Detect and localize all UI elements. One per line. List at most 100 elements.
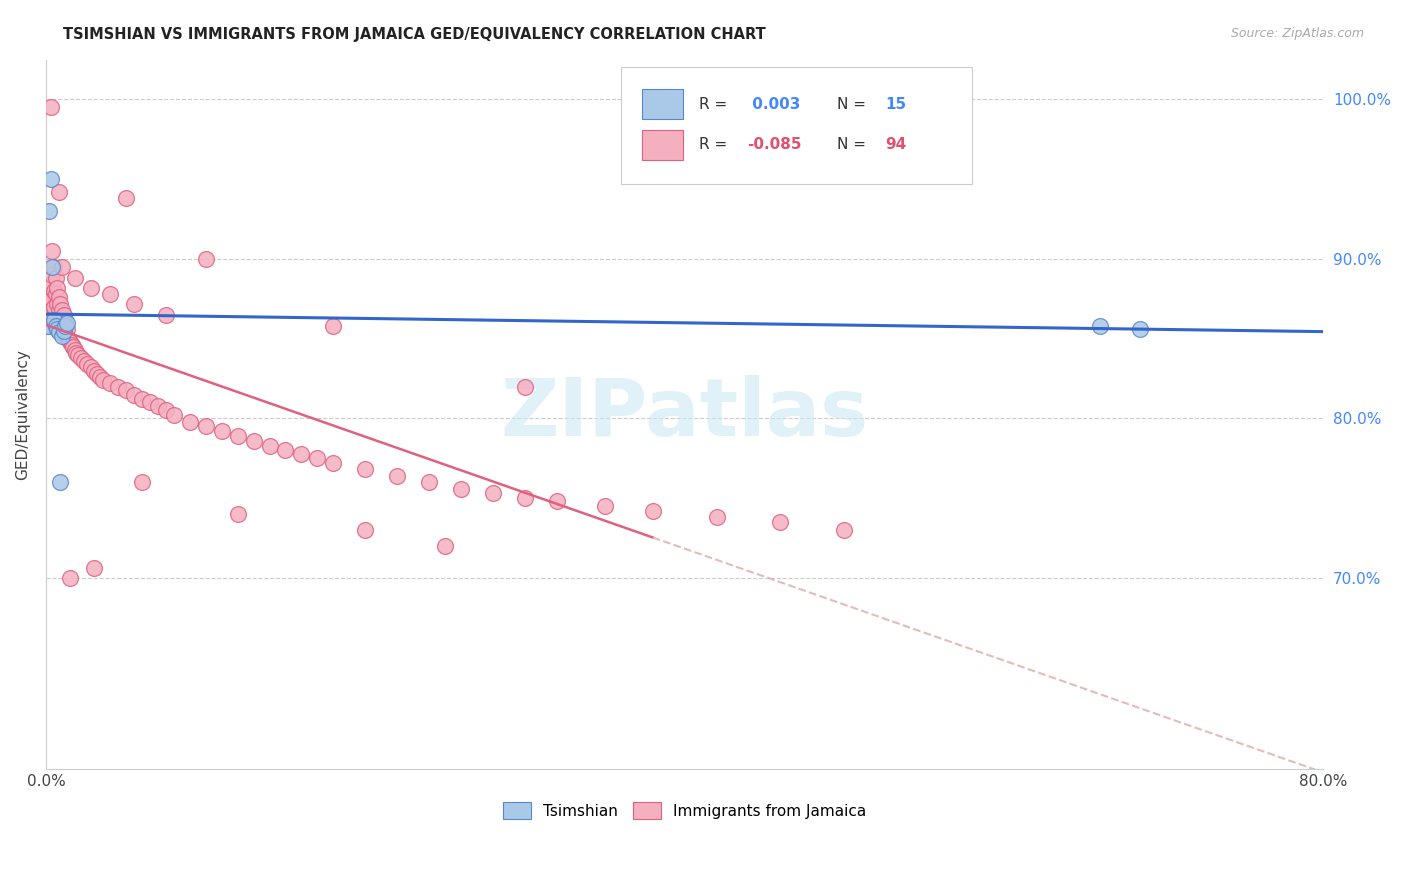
Point <box>39 296 62 310</box>
Point <box>42 260 65 274</box>
Text: 0.003: 0.003 <box>747 97 800 112</box>
Point <box>38 292 60 306</box>
Point <box>41 260 63 274</box>
Point <box>52 324 75 338</box>
Point <box>131 475 153 490</box>
Point <box>45 318 67 333</box>
Point <box>37 287 59 301</box>
Legend: Tsimshian, Immigrants from Jamaica: Tsimshian, Immigrants from Jamaica <box>498 796 872 825</box>
Point <box>46 280 69 294</box>
Point <box>42 300 65 314</box>
Point <box>226 507 249 521</box>
Point <box>387 468 409 483</box>
Point <box>139 395 162 409</box>
Text: -0.085: -0.085 <box>747 137 801 153</box>
Point <box>38 303 60 318</box>
Point <box>41 312 63 326</box>
Point <box>39 277 62 292</box>
Point <box>482 486 505 500</box>
Point <box>146 399 169 413</box>
Point <box>307 451 329 466</box>
Point <box>37 318 59 333</box>
Point <box>259 438 281 452</box>
FancyBboxPatch shape <box>621 67 972 184</box>
Point <box>322 318 344 333</box>
Point <box>1129 322 1152 336</box>
Point <box>79 280 101 294</box>
Bar <box>643 89 683 120</box>
Text: R =: R = <box>699 137 731 153</box>
Point <box>290 446 312 460</box>
Point <box>641 504 664 518</box>
Point <box>155 403 177 417</box>
Text: ZIPatlas: ZIPatlas <box>501 376 869 453</box>
Text: Source: ZipAtlas.com: Source: ZipAtlas.com <box>1230 27 1364 40</box>
Point <box>122 296 145 310</box>
Point <box>163 409 186 423</box>
Point <box>59 571 82 585</box>
Point <box>48 303 70 318</box>
Point <box>45 287 67 301</box>
Point <box>55 316 77 330</box>
Point <box>322 456 344 470</box>
Point <box>66 348 89 362</box>
Point <box>60 338 83 352</box>
Point <box>194 252 217 266</box>
Point <box>513 491 536 505</box>
Point <box>114 191 136 205</box>
Point <box>242 434 264 448</box>
Point <box>42 312 65 326</box>
Point <box>83 363 105 377</box>
Point <box>53 328 76 343</box>
Point <box>41 268 63 282</box>
Point <box>38 318 60 333</box>
Point <box>49 475 72 490</box>
Point <box>107 379 129 393</box>
Point <box>63 343 86 357</box>
Text: N =: N = <box>837 137 870 153</box>
Point <box>65 346 87 360</box>
Point <box>354 462 377 476</box>
Point <box>49 312 72 326</box>
Point <box>46 322 69 336</box>
Point <box>39 100 62 114</box>
Point <box>63 271 86 285</box>
Point <box>86 367 108 381</box>
Bar <box>643 130 683 160</box>
Point <box>48 326 70 340</box>
Point <box>89 370 111 384</box>
Point <box>211 424 233 438</box>
Point <box>41 292 63 306</box>
Text: 15: 15 <box>886 97 907 112</box>
Point <box>513 379 536 393</box>
Point <box>46 296 69 310</box>
Point <box>114 383 136 397</box>
Point <box>274 443 297 458</box>
Point <box>418 475 440 490</box>
Point <box>42 284 65 298</box>
Point <box>41 244 63 258</box>
Point <box>51 324 73 338</box>
Point <box>55 322 77 336</box>
Point <box>434 539 457 553</box>
Point <box>98 287 121 301</box>
Text: TSIMSHIAN VS IMMIGRANTS FROM JAMAICA GED/EQUIVALENCY CORRELATION CHART: TSIMSHIAN VS IMMIGRANTS FROM JAMAICA GED… <box>63 27 766 42</box>
Point <box>769 515 792 529</box>
Point <box>83 561 105 575</box>
Point <box>62 340 84 354</box>
Text: R =: R = <box>699 97 731 112</box>
Point <box>73 354 96 368</box>
Point <box>39 312 62 326</box>
Point <box>450 482 472 496</box>
Point <box>59 334 82 349</box>
Point <box>39 172 62 186</box>
Point <box>53 316 76 330</box>
Point <box>76 357 98 371</box>
Point <box>832 523 855 537</box>
Point <box>37 312 59 326</box>
Point <box>48 290 70 304</box>
Point <box>122 387 145 401</box>
Point <box>226 429 249 443</box>
Point <box>79 360 101 375</box>
Point <box>48 185 70 199</box>
